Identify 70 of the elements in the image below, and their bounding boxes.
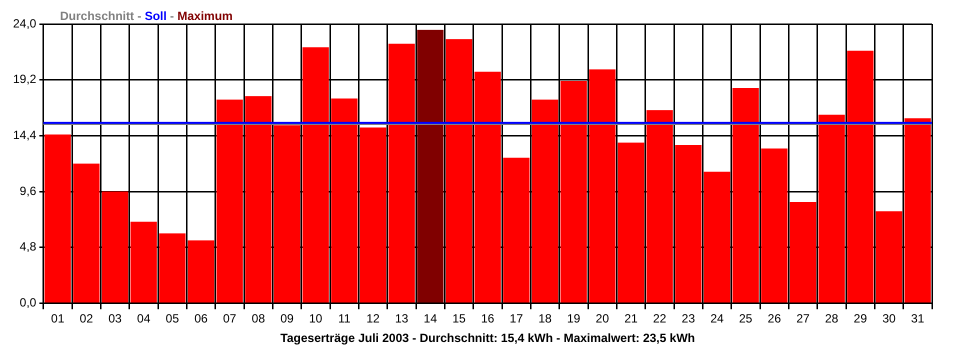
x-tick-label: 03 bbox=[108, 312, 122, 326]
bar bbox=[102, 192, 128, 302]
bar bbox=[417, 30, 444, 302]
x-tick-label: 15 bbox=[452, 312, 466, 326]
bar bbox=[904, 118, 931, 302]
bar bbox=[818, 114, 845, 302]
y-tick-label: 19,2 bbox=[12, 72, 37, 86]
x-tick-label: 11 bbox=[338, 312, 351, 326]
bar bbox=[73, 164, 100, 302]
bar bbox=[847, 50, 874, 302]
bar bbox=[130, 222, 157, 302]
x-tick-label: 25 bbox=[738, 312, 753, 326]
x-tick-label: 23 bbox=[682, 312, 696, 326]
y-tick-label: 9,6 bbox=[20, 184, 37, 198]
bar bbox=[560, 81, 587, 302]
x-axis-title: Tageserträge Juli 2003 - Durchschnitt: 15,4 kWh - Maximalwert: 23,5 kWh bbox=[280, 331, 695, 346]
x-tick-label: 28 bbox=[824, 312, 839, 326]
bar bbox=[732, 88, 759, 302]
bar bbox=[618, 142, 644, 302]
x-tick-label: 19 bbox=[566, 312, 581, 326]
x-tick-label: 22 bbox=[652, 312, 667, 326]
x-tick-label: 26 bbox=[768, 312, 782, 326]
bar bbox=[675, 144, 702, 302]
x-tick-label: 24 bbox=[710, 312, 724, 326]
x-tick-label: 08 bbox=[252, 312, 266, 326]
bar bbox=[388, 44, 415, 302]
x-tick-label: 14 bbox=[424, 312, 438, 326]
x-tick-label: 10 bbox=[309, 312, 323, 326]
x-tick-label: 13 bbox=[395, 312, 409, 326]
x-tick-label: 04 bbox=[137, 312, 151, 326]
bar bbox=[159, 233, 186, 302]
bar bbox=[360, 128, 386, 302]
bar bbox=[503, 158, 530, 302]
bar bbox=[704, 172, 730, 302]
bar bbox=[446, 39, 472, 302]
bar bbox=[790, 202, 816, 302]
x-tick-label: 09 bbox=[280, 312, 294, 326]
bar bbox=[532, 100, 558, 302]
bar bbox=[331, 98, 358, 302]
bar bbox=[876, 211, 902, 302]
x-tick-label: 20 bbox=[596, 312, 610, 326]
x-tick-label: 29 bbox=[854, 312, 868, 326]
x-tick-label: 06 bbox=[194, 312, 208, 326]
x-tick-label: 27 bbox=[796, 312, 810, 326]
bar bbox=[646, 110, 673, 302]
bar bbox=[761, 148, 788, 302]
bar bbox=[216, 100, 243, 302]
y-tick-label: 14,4 bbox=[12, 128, 37, 142]
bar bbox=[245, 96, 272, 302]
x-tick-label: 30 bbox=[882, 312, 896, 326]
bar bbox=[44, 134, 71, 302]
x-tick-label: 05 bbox=[166, 312, 180, 326]
y-tick-label: 24,0 bbox=[12, 16, 37, 30]
x-tick-label: 01 bbox=[51, 312, 65, 326]
y-tick-label: 4,8 bbox=[20, 240, 37, 254]
x-tick-label: 21 bbox=[624, 312, 638, 326]
x-tick-label: 17 bbox=[510, 312, 524, 326]
bar bbox=[302, 47, 329, 302]
x-tick-label: 07 bbox=[223, 312, 237, 326]
bar bbox=[474, 72, 501, 302]
y-tick-label: 0,0 bbox=[20, 296, 37, 310]
bar bbox=[589, 69, 616, 302]
x-tick-label: 16 bbox=[481, 312, 495, 326]
bar bbox=[274, 125, 300, 302]
x-tick-label: 02 bbox=[80, 312, 94, 326]
x-tick-label: 31 bbox=[910, 312, 925, 326]
x-tick-label: 18 bbox=[538, 312, 552, 326]
x-tick-label: 12 bbox=[366, 312, 380, 326]
bar bbox=[188, 240, 214, 302]
chart-title: Durchschnitt - Soll - Maximum bbox=[60, 9, 233, 23]
